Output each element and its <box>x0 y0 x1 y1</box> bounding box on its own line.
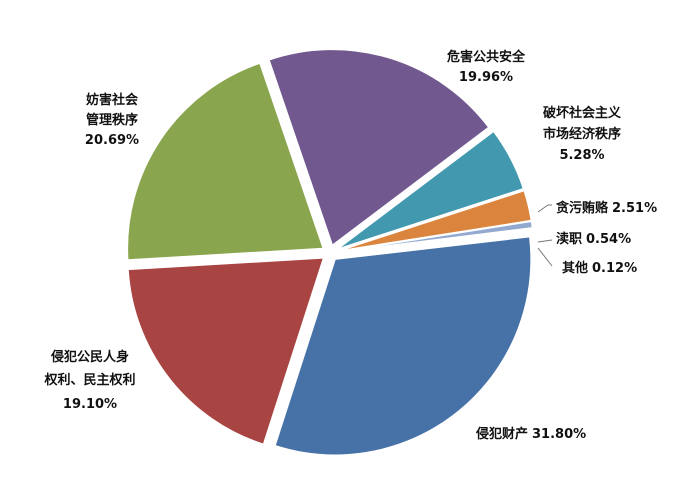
label-social-name-2: 管理秩序 <box>86 112 138 128</box>
label-market-value: 5.28% <box>559 148 604 163</box>
label-corruption: 贪污贿赂 2.51% <box>555 200 657 216</box>
label-social-value: 20.69% <box>85 133 139 148</box>
label-person-name-2: 权利、民主权利 <box>43 372 135 388</box>
label-dereliction-name: 渎职 <box>556 231 582 247</box>
pie-slice-corruption <box>337 189 533 252</box>
label-other-name: 其他 <box>562 260 588 276</box>
label-person-value: 19.10% <box>63 397 117 412</box>
pie-slice-social <box>126 62 325 261</box>
label-other-value: 0.12% <box>592 261 637 276</box>
pie-slice-market <box>336 130 525 251</box>
label-corruption-value: 2.51% <box>612 201 657 216</box>
leader-line-corruption <box>537 204 552 213</box>
label-market-name-1: 破坏社会主义 <box>543 105 622 121</box>
label-dereliction: 渎职 0.54% <box>556 231 631 247</box>
pie-slices <box>126 48 534 456</box>
leader-line-other <box>537 247 553 267</box>
label-property-name: 侵犯财产 <box>475 426 528 442</box>
label-public-value: 19.96% <box>459 70 513 85</box>
leader-lines <box>537 204 553 267</box>
pie-slice-property <box>273 235 532 456</box>
pie-slice-other <box>337 227 534 253</box>
label-property: 侵犯财产 31.80% <box>475 426 586 442</box>
label-property-value: 31.80% <box>532 427 586 442</box>
label-other: 其他 0.12% <box>562 260 637 276</box>
label-public-name: 危害公共安全 <box>447 49 526 65</box>
label-dereliction-value: 0.54% <box>586 232 631 247</box>
label-market-name-2: 市场经济秩序 <box>543 126 621 142</box>
label-social-name-1: 妨害社会 <box>85 92 139 108</box>
pie-slice-public <box>267 48 490 247</box>
pie-slice-person <box>127 257 325 446</box>
slice-labels: 危害公共安全 19.96% 妨害社会 管理秩序 20.69% 破坏社会主义 市场… <box>43 49 657 442</box>
leader-line-dereliction <box>537 239 553 243</box>
label-person-name-1: 侵犯公民人身 <box>50 349 129 365</box>
label-corruption-name: 贪污贿赂 <box>555 200 609 216</box>
